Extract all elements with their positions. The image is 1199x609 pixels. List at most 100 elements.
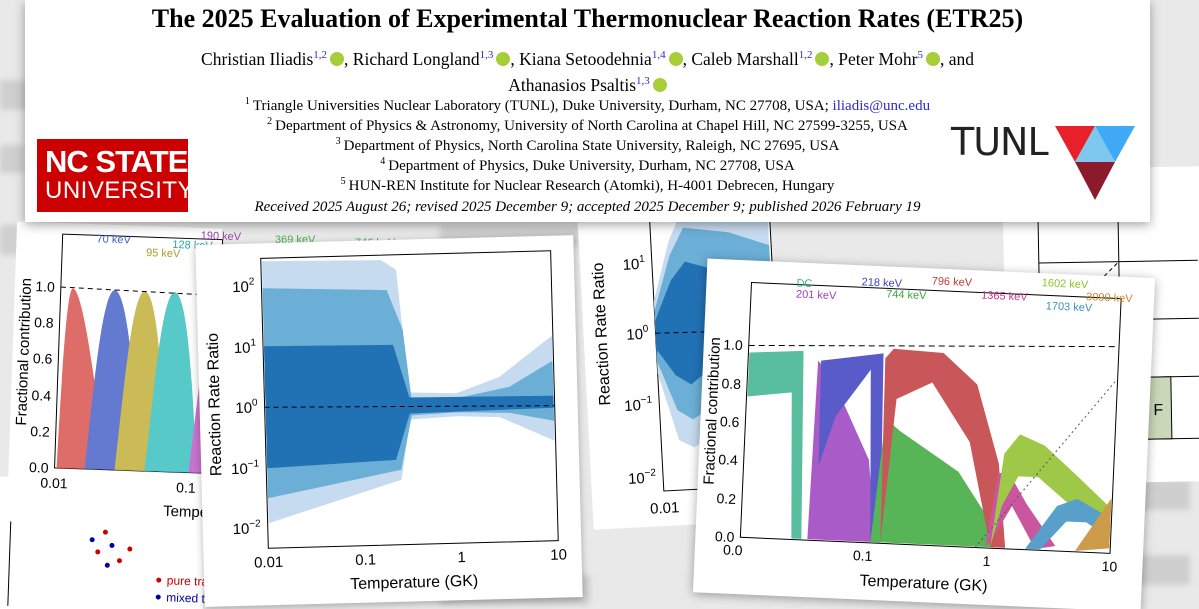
x-ticks: 0.01 0.1 1 10: [254, 546, 567, 571]
label: Triangle Universities Nuclear Laboratory…: [252, 98, 829, 114]
annotations: DC 201 keV 218 keV 744 keV 796 keV 1365 …: [796, 275, 1134, 314]
center-figure: 102 101 100 10−1 10−2 0.01 0.1 1 10 Temp…: [195, 235, 583, 607]
label: 1.0: [35, 278, 55, 295]
x-label: Temperature (GK): [350, 573, 478, 593]
label: Department of Physics & Astronomy, Unive…: [275, 118, 908, 134]
affiliation: 5 HUN-REN Institute for Nuclear Research …: [25, 176, 1150, 195]
label: 1.0: [723, 336, 743, 353]
affil-ref: 1,2: [313, 49, 328, 62]
label: 10: [234, 340, 251, 357]
label: 0.6: [720, 413, 740, 430]
label: 10: [550, 546, 567, 563]
label: 0.0: [723, 542, 743, 559]
shape: [748, 344, 1120, 348]
x-tick: 0.01: [650, 499, 680, 518]
affiliation: 2 Department of Physics & Astronomy, Univ…: [25, 116, 1150, 135]
label: 0.0: [715, 528, 735, 545]
shape: [264, 405, 555, 408]
x-ticks: 0.0 0.1 1 10: [723, 542, 1118, 575]
orcid-icon: [330, 52, 345, 66]
label: 0.2: [30, 423, 50, 440]
label: DC: [796, 277, 812, 290]
label: 744 keV: [886, 288, 928, 302]
affil-ref: 1,3: [636, 75, 650, 88]
author: Christian Iliadis: [201, 49, 314, 69]
annotation: 70 keV: [96, 233, 131, 246]
label: 3: [335, 136, 341, 147]
label: 796 keV: [931, 275, 973, 289]
label: 1: [639, 254, 646, 265]
shape: 10−1: [231, 458, 260, 478]
label: 0.6: [33, 350, 53, 367]
label: HUN-REN Institute for Nuclear Research (…: [348, 178, 835, 194]
label: 0.1: [355, 551, 376, 569]
shape: [1075, 498, 1112, 551]
shape: [880, 348, 1006, 548]
y-ticks: 102 101 100 10−1 10−2: [231, 276, 261, 538]
tunl-mark: [1055, 126, 1135, 200]
y-label: Fractional contribution: [13, 278, 35, 426]
dates: Received 2025 August 26; revised 2025 De…: [254, 199, 921, 215]
affil-ref: 1,4: [651, 49, 666, 62]
author: Richard Longland: [352, 49, 480, 69]
shape: [104, 562, 110, 568]
shape: [0, 225, 20, 255]
ncstate-logo: NC STATE UNIVERSITY: [37, 139, 194, 212]
shape: [1095, 126, 1135, 162]
y-label: Fractional contribution: [701, 337, 724, 485]
shape: [155, 594, 161, 600]
shape: 100: [626, 324, 650, 344]
label: 3090 keV: [1086, 291, 1134, 305]
shape: 101: [622, 254, 646, 274]
label: 0.4: [31, 387, 51, 404]
label: Department of Physics, North Carolina St…: [343, 138, 840, 154]
label: 0.8: [721, 375, 741, 392]
shape: [1055, 126, 1095, 162]
author-line: Athanasios Psaltis1,3: [25, 75, 1150, 96]
label: 0.0: [29, 459, 49, 476]
shape: 10−2: [232, 518, 261, 538]
shape: [127, 546, 133, 552]
label: 10: [1101, 558, 1117, 575]
contribution-bands: [747, 348, 1112, 551]
label: 1703 keV: [1045, 300, 1093, 314]
paper-title: The 2025 Evaluation of Experimental Ther…: [151, 4, 1024, 33]
label: 1: [982, 553, 991, 569]
label: 1365 keV: [981, 290, 1029, 304]
x-tick: 0.01: [40, 474, 68, 491]
annotation: 95 keV: [146, 247, 181, 260]
orcid-icon: [668, 52, 683, 66]
shape: [95, 549, 101, 555]
label: 4: [380, 156, 386, 167]
paper-header: The 2025 Evaluation of Experimental Ther…: [25, 0, 1150, 222]
shape: [655, 329, 774, 334]
label: 218 keV: [861, 276, 903, 290]
separator: ,: [829, 49, 834, 69]
affil-ref: 1,3: [479, 49, 494, 62]
shape: [144, 292, 197, 473]
affil-ref: 1,2: [798, 49, 813, 62]
shape: [1075, 162, 1115, 200]
author: Athanasios Psaltis: [508, 75, 637, 95]
shape: [1038, 259, 1198, 264]
shape: [156, 577, 162, 583]
orcid-icon: [925, 52, 940, 66]
label: 1: [250, 337, 256, 348]
label: 0: [642, 324, 649, 335]
shape: [747, 350, 804, 539]
shape: [990, 434, 1111, 548]
shape: [0, 145, 25, 173]
logo-text: NC STATE: [45, 144, 188, 179]
cell: F: [1153, 402, 1163, 419]
shape: 102: [232, 276, 255, 296]
shape: 100: [235, 397, 258, 417]
label: 0.1: [853, 547, 873, 564]
y-ticks: 101 100 10−1 10−2: [622, 254, 656, 488]
shape: [974, 378, 1119, 548]
shape: [870, 418, 996, 548]
orcid-icon: [815, 52, 830, 66]
y-ticks: 0.0 0.2 0.4 0.6 0.8 1.0: [715, 336, 744, 545]
orcid-icon: [652, 78, 667, 92]
label: 10: [231, 461, 248, 478]
separator: ,: [682, 49, 687, 69]
